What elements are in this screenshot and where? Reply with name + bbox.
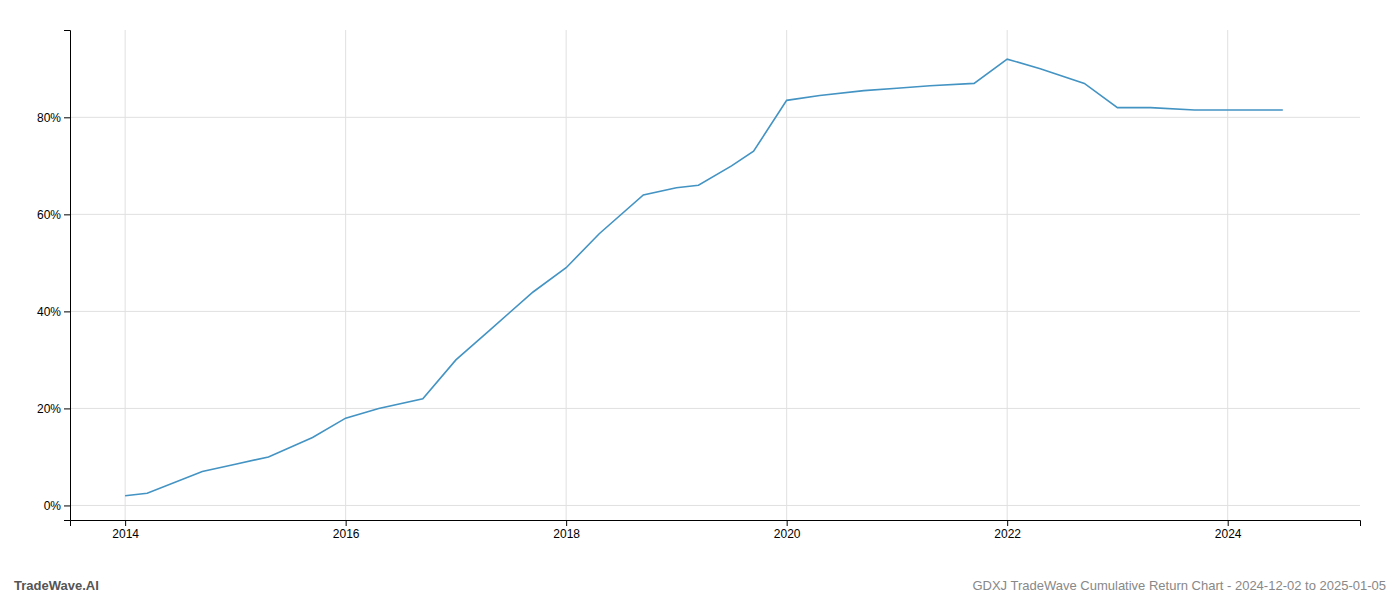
- x-tick-label: 2024: [1215, 527, 1242, 541]
- x-tick-mark: [1007, 520, 1008, 526]
- grid-line: [1007, 30, 1008, 520]
- y-tick-mark: [64, 408, 70, 409]
- y-tick-label: 60%: [37, 208, 61, 222]
- y-tick: 40%: [37, 305, 70, 319]
- plot-area: [125, 59, 1283, 496]
- y-tick-mark: [64, 214, 70, 215]
- x-tick-mark: [125, 520, 126, 526]
- data-line: [125, 59, 1283, 496]
- grid-line: [70, 311, 1360, 312]
- grid-line: [70, 117, 1360, 118]
- y-tick-label: 40%: [37, 305, 61, 319]
- x-tick: 2016: [333, 520, 360, 541]
- x-tick: 2022: [994, 520, 1021, 541]
- y-tick: 60%: [37, 208, 70, 222]
- x-tick-label: 2016: [333, 527, 360, 541]
- grid-line: [1227, 30, 1228, 520]
- y-tick-label: 0%: [44, 499, 62, 513]
- x-tick-mark: [1228, 520, 1229, 526]
- x-tick-label: 2014: [112, 527, 139, 541]
- y-axis-line: [64, 31, 71, 521]
- x-axis-line: [71, 521, 1361, 527]
- footer-text: TradeWave.AI: [14, 578, 99, 593]
- footer-text: GDXJ TradeWave Cumulative Return Chart -…: [972, 578, 1386, 593]
- y-tick: 80%: [37, 111, 70, 125]
- grid-line: [125, 30, 126, 520]
- x-tick-mark: [787, 520, 788, 526]
- grid-line: [70, 408, 1360, 409]
- x-tick: 2024: [1215, 520, 1242, 541]
- y-tick-mark: [64, 117, 70, 118]
- x-axis: 2014 2016 2018 2020 2022 2024: [71, 520, 1361, 541]
- x-tick-label: 2018: [553, 527, 580, 541]
- grid: [70, 30, 1360, 520]
- x-tick-mark: [566, 520, 567, 526]
- grid-line: [566, 30, 567, 520]
- y-tick-mark: [64, 505, 70, 506]
- x-tick: 2014: [112, 520, 139, 541]
- x-tick-label: 2022: [994, 527, 1021, 541]
- y-tick: 0%: [44, 499, 70, 513]
- x-tick: 2020: [774, 520, 801, 541]
- y-axis: 0% 20% 40% 60% 80%: [37, 31, 71, 521]
- x-tick-label: 2020: [774, 527, 801, 541]
- x-tick: 2018: [553, 520, 580, 541]
- grid-line: [70, 505, 1360, 506]
- grid-line: [345, 30, 346, 520]
- y-tick-label: 20%: [37, 402, 61, 416]
- grid-line: [786, 30, 787, 520]
- y-tick-mark: [64, 311, 70, 312]
- grid-line: [70, 214, 1360, 215]
- y-tick: 20%: [37, 402, 70, 416]
- chart: 2014 2016 2018 2020 2022 2024 0% 20% 40% 60% 80% Tr…: [0, 0, 1400, 600]
- x-tick-mark: [346, 520, 347, 526]
- y-tick-label: 80%: [37, 111, 61, 125]
